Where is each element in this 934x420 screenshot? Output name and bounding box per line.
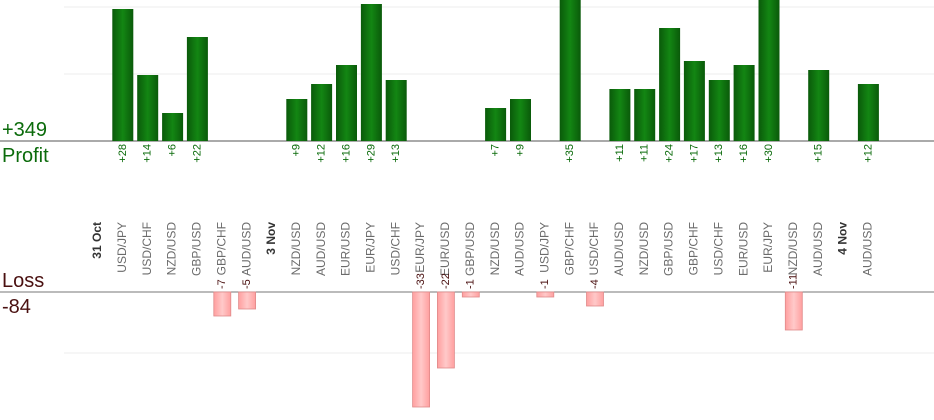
- profit-value-label: +13: [713, 144, 725, 163]
- loss-bar: [213, 291, 232, 317]
- profit-value-label: +11: [614, 144, 626, 162]
- profit-value-label: +16: [340, 144, 352, 163]
- pair-label: EUR/USD: [339, 222, 353, 276]
- profit-value-label: +16: [738, 144, 750, 163]
- pair-label: GBP/CHF: [214, 222, 228, 275]
- pair-label: NZD/USD: [289, 222, 303, 276]
- pair-label: GBP/USD: [190, 222, 204, 276]
- loss-value-label: -22: [440, 273, 452, 289]
- loss-label: Loss: [2, 270, 45, 292]
- pair-label: AUD/USD: [861, 222, 875, 276]
- profit-value-label: +29: [365, 144, 377, 163]
- loss-value-label: -5: [241, 279, 253, 289]
- labels: 31 Oct USD/JPY +28 USD/CHF +14 NZD/USD +6 GBP/U…: [90, 144, 874, 289]
- profit-bar: [609, 89, 631, 141]
- pair-label: NZD/USD: [637, 222, 651, 276]
- pair-label: NZD/USD: [165, 222, 179, 276]
- pair-label: EUR/JPY: [761, 222, 775, 273]
- pair-label: EUR/USD: [438, 222, 452, 276]
- loss-value-label: -7: [216, 279, 228, 289]
- profit-bar: [112, 9, 134, 141]
- date-label: 3 Nov: [264, 222, 278, 255]
- loss-value-label: -1: [465, 279, 477, 289]
- loss-bar: [238, 291, 257, 310]
- pair-label: USD/CHF: [140, 222, 154, 275]
- loss-value-label: -11: [788, 274, 800, 289]
- date-label: 31 Oct: [90, 222, 104, 259]
- loss-bar: [536, 291, 555, 298]
- profit-bar: [286, 99, 308, 141]
- loss-bar: [461, 291, 480, 298]
- profit-value-label: +22: [191, 144, 203, 163]
- profit-value-label: +11: [639, 144, 651, 162]
- loss-bar: [784, 291, 803, 331]
- pair-label: EUR/JPY: [413, 222, 427, 273]
- loss-value-label: -4: [589, 279, 601, 289]
- profit-value-label: +7: [490, 144, 502, 157]
- profit-bar: [385, 80, 407, 141]
- profit-value-label: +15: [813, 144, 825, 163]
- loss-bar: [412, 291, 431, 408]
- profit-total: +349: [2, 119, 48, 141]
- pair-label: EUR/USD: [736, 222, 750, 276]
- profit-value-label: +9: [514, 144, 526, 157]
- profit-value-label: +9: [291, 144, 303, 157]
- profit-bar: [137, 75, 159, 141]
- profit-label: Profit: [2, 145, 49, 167]
- pair-label: USD/CHF: [388, 222, 402, 275]
- profit-bar: [857, 84, 879, 141]
- pair-label: EUR/JPY: [364, 222, 378, 273]
- profit-value-label: +12: [316, 144, 328, 163]
- loss-value-label: -1: [539, 279, 551, 289]
- pair-label: USD/CHF: [587, 222, 601, 275]
- profit-bar: [311, 84, 333, 141]
- loss-bar: [586, 291, 604, 307]
- pair-label: AUD/USD: [239, 222, 253, 276]
- profit-value-label: +13: [390, 144, 402, 163]
- profit-bar: [808, 70, 830, 141]
- pair-label: AUD/USD: [513, 222, 527, 276]
- profit-value-label: +35: [564, 144, 576, 163]
- pair-label: GBP/USD: [463, 222, 477, 276]
- profit-bar: [683, 61, 705, 141]
- profit-bar: [360, 4, 382, 141]
- bars: [112, 0, 879, 408]
- profit-bar: [733, 65, 755, 141]
- loss-bar: [436, 291, 455, 369]
- profit-bar: [758, 0, 780, 141]
- profit-value-label: +17: [688, 144, 700, 163]
- profit-value-label: +30: [763, 144, 775, 163]
- profit-bar: [162, 113, 184, 141]
- profit-bar: [510, 99, 531, 141]
- profit-bar: [485, 108, 507, 141]
- loss-value-label: -33: [415, 273, 427, 289]
- pair-label: GBP/USD: [662, 222, 676, 276]
- profit-bar: [559, 0, 581, 141]
- pair-label: NZD/USD: [786, 222, 800, 276]
- pair-label: NZD/USD: [488, 222, 502, 276]
- profit-bar: [186, 37, 208, 141]
- pair-label: AUD/USD: [314, 222, 328, 276]
- pair-label: USD/CHF: [711, 222, 725, 275]
- pair-label: AUD/USD: [612, 222, 626, 276]
- pair-label: USD/JPY: [537, 222, 551, 273]
- profit-value-label: +14: [142, 144, 154, 163]
- profit-value-label: +12: [862, 144, 874, 163]
- profit-bar: [336, 65, 357, 141]
- pair-label: GBP/CHF: [687, 222, 701, 275]
- profit-bar: [659, 28, 681, 141]
- profit-value-label: +24: [663, 144, 675, 163]
- pair-label: GBP/CHF: [562, 222, 576, 275]
- profit-value-label: +28: [117, 144, 129, 163]
- pair-label: AUD/USD: [811, 222, 825, 276]
- profit-bar: [708, 80, 730, 141]
- pair-label: USD/JPY: [115, 222, 129, 273]
- date-label: 4 Nov: [836, 222, 850, 255]
- profit-bar: [634, 89, 656, 141]
- profit-value-label: +6: [166, 144, 178, 157]
- loss-total: -84: [2, 296, 31, 318]
